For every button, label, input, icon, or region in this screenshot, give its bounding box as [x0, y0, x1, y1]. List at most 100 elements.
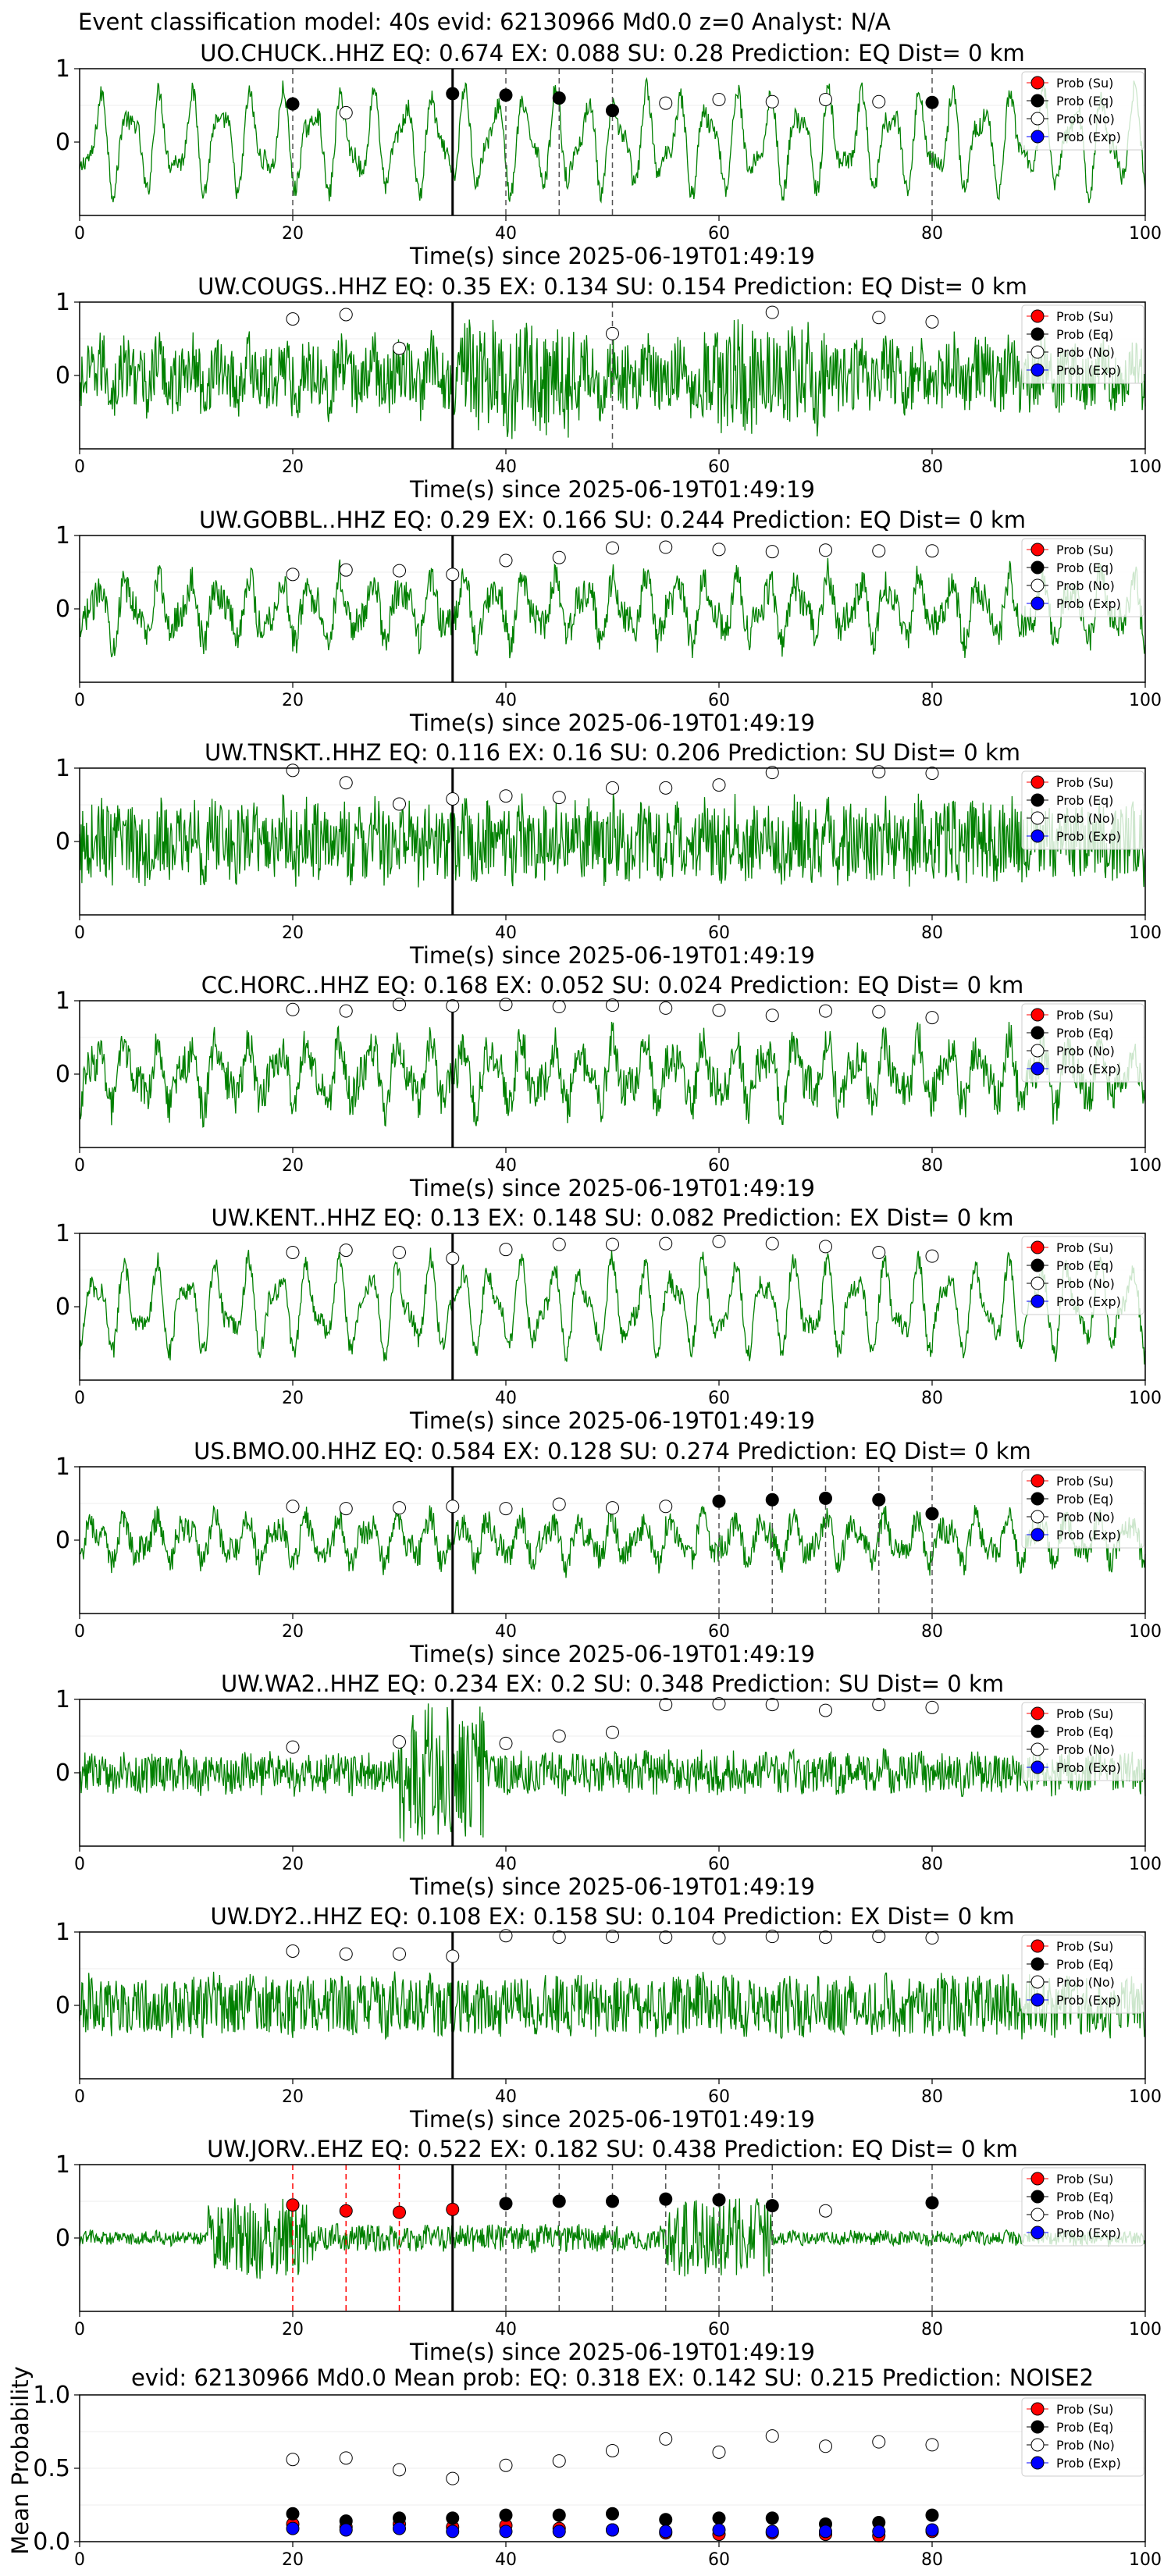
x-tick-label: 0 — [74, 2087, 85, 2107]
legend-label: Prob (No) — [1056, 1975, 1115, 1990]
prob-marker-su — [393, 2205, 406, 2219]
x-tick-label: 60 — [708, 457, 730, 477]
prob-marker-no — [925, 1931, 939, 1945]
y-tick-label: 0 — [55, 596, 70, 623]
prob-marker-no — [819, 1930, 832, 1944]
mean-prob-point-exp — [765, 2524, 779, 2539]
prob-marker-eq — [552, 2194, 566, 2208]
prob-marker-no — [925, 315, 939, 329]
x-tick-label: 80 — [921, 224, 943, 244]
legend-label: Prob (No) — [1056, 2208, 1115, 2222]
x-axis-label: Time(s) since 2025-06-19T01:49:19 — [409, 243, 815, 269]
prob-marker-no — [819, 1703, 832, 1717]
x-tick-label: 0 — [74, 224, 85, 244]
legend-marker-su — [1030, 775, 1045, 789]
panel-us-bmo-00-hhz: US.BMO.00.HHZ EQ: 0.584 EX: 0.128 SU: 0.… — [55, 1438, 1162, 1667]
x-axis-label: Time(s) since 2025-06-19T01:49:19 — [409, 476, 815, 503]
prob-marker-no — [712, 1931, 726, 1945]
legend-marker-su — [1030, 309, 1045, 323]
legend-label: Prob (Exp) — [1056, 1528, 1121, 1542]
y-tick-label: 0 — [55, 2225, 70, 2252]
prob-marker-no — [286, 1500, 300, 1514]
prob-marker-no — [499, 998, 513, 1012]
x-tick-label: 100 — [1129, 691, 1162, 710]
mean-prob-point-no — [552, 2454, 566, 2468]
legend-label: Prob (Su) — [1056, 1939, 1113, 1954]
waveform-trace — [79, 793, 1146, 888]
y-tick-label: 0.0 — [33, 2528, 70, 2556]
prob-marker-no — [872, 1930, 886, 1944]
x-axis-label: Time(s) since 2025-06-19T01:49:19 — [409, 1175, 815, 1201]
prob-marker-no — [765, 1698, 779, 1712]
prob-marker-no — [765, 545, 779, 559]
mean-prob-point-no — [872, 2435, 886, 2449]
prob-marker-eq — [712, 1494, 726, 1508]
mean-prob-point-eq — [552, 2508, 566, 2522]
prob-marker-no — [765, 1236, 779, 1251]
legend-label: Prob (No) — [1056, 578, 1115, 593]
y-tick-label: 0 — [55, 129, 70, 156]
axes-frame — [79, 1466, 1146, 1614]
x-tick-label: 100 — [1129, 2320, 1162, 2339]
prob-marker-no — [925, 1011, 939, 1025]
axes-frame — [79, 1000, 1146, 1148]
prob-marker-no — [499, 789, 513, 803]
legend-label: Prob (No) — [1056, 1510, 1115, 1525]
prob-marker-no — [499, 1736, 513, 1750]
legend-marker-exp — [1030, 1760, 1045, 1774]
panel-title: UW.COUGS..HHZ EQ: 0.35 EX: 0.134 SU: 0.1… — [198, 273, 1027, 300]
panel-title: UW.TNSKT..HHZ EQ: 0.116 EX: 0.16 SU: 0.2… — [205, 739, 1020, 766]
prob-marker-no — [819, 1004, 832, 1018]
prob-marker-no — [712, 1003, 726, 1017]
panel-title: UW.KENT..HHZ EQ: 0.13 EX: 0.148 SU: 0.08… — [212, 1204, 1014, 1231]
legend-marker-su — [1030, 2172, 1045, 2186]
panel-uw-tnskt-hhz: UW.TNSKT..HHZ EQ: 0.116 EX: 0.16 SU: 0.2… — [55, 739, 1162, 969]
legend-box — [1021, 304, 1144, 384]
y-tick-label: 0 — [55, 828, 70, 856]
panel-uw-cougs-hhz: UW.COUGS..HHZ EQ: 0.35 EX: 0.134 SU: 0.1… — [55, 273, 1162, 503]
legend-label: Prob (Exp) — [1056, 1294, 1121, 1309]
prob-marker-no — [659, 1500, 673, 1514]
y-tick-label: 0 — [55, 362, 70, 390]
y-tick-label: 1 — [55, 755, 70, 782]
prob-marker-no — [499, 1502, 513, 1516]
y-tick-label: 1 — [55, 1220, 70, 1247]
legend-marker-exp — [1030, 2226, 1045, 2240]
prob-marker-no — [552, 1237, 566, 1251]
x-tick-label: 0 — [74, 1389, 85, 1408]
legend-box — [1021, 2397, 1144, 2477]
legend-marker-eq — [1030, 1724, 1045, 1738]
panel-title: UW.DY2..HHZ EQ: 0.108 EX: 0.158 SU: 0.10… — [210, 1903, 1014, 1930]
x-tick-label: 20 — [282, 1622, 304, 1642]
mean-prob-point-eq — [499, 2508, 513, 2522]
legend-box — [1021, 1702, 1144, 1781]
legend-label: Prob (Eq) — [1056, 560, 1113, 575]
prob-marker-no — [765, 1930, 779, 1944]
mean-prob-point-exp — [393, 2521, 406, 2535]
panel-cc-horc-hhz: CC.HORC..HHZ EQ: 0.168 EX: 0.052 SU: 0.0… — [55, 972, 1162, 1201]
waveform-trace — [79, 2198, 1146, 2279]
prob-marker-no — [765, 1009, 779, 1023]
x-tick-label: 80 — [921, 2320, 943, 2339]
legend-box — [1021, 538, 1144, 617]
legend-marker-eq — [1030, 560, 1045, 575]
mean-prob-point-eq — [659, 2513, 673, 2527]
prob-marker-eq — [872, 1493, 886, 1507]
prob-marker-no — [286, 763, 300, 777]
prob-marker-eq — [446, 87, 460, 101]
x-tick-label: 20 — [282, 2087, 304, 2107]
legend-label: Prob (No) — [1056, 1742, 1115, 1757]
x-tick-label: 40 — [495, 1389, 517, 1408]
waveform-trace — [79, 1505, 1146, 1578]
x-tick-label: 20 — [282, 691, 304, 710]
mean-prob-point-no — [499, 2458, 513, 2472]
x-tick-label: 80 — [921, 1855, 943, 1874]
prob-marker-eq — [925, 95, 939, 109]
mean-prob-point-no — [606, 2443, 619, 2457]
mean-prob-point-eq — [446, 2511, 460, 2525]
legend-label: Prob (Exp) — [1056, 130, 1121, 144]
legend-marker-eq — [1030, 94, 1045, 108]
panel-title: UW.JORV..EHZ EQ: 0.522 EX: 0.182 SU: 0.4… — [207, 2136, 1018, 2162]
legend-box — [1021, 1469, 1144, 1549]
x-tick-label: 80 — [921, 691, 943, 710]
